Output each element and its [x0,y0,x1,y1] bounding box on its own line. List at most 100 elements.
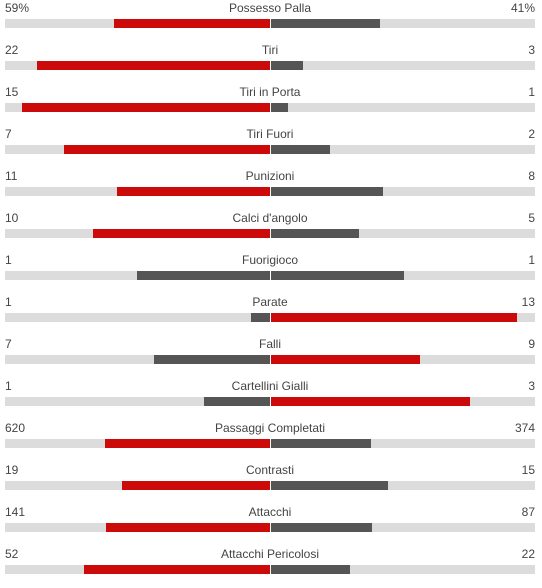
stat-bar-track [5,271,535,280]
away-value: 1 [528,253,535,267]
stat-name: Tiri Fuori [246,127,294,141]
stat-row: 141 Attacchi 87 [0,504,542,546]
home-value: 59% [5,1,30,15]
center-divider [270,313,271,322]
center-divider [270,565,271,574]
home-value: 1 [5,295,12,309]
away-value: 9 [528,337,535,351]
away-bar [271,145,330,154]
stat-row: 7 Tiri Fuori 2 [0,126,542,168]
away-value: 22 [521,547,535,561]
stat-row: 1 Fuorigioco 1 [0,252,542,294]
center-divider [270,271,271,280]
stat-name: Parate [252,295,288,309]
away-value: 3 [528,379,535,393]
stat-name: Fuorigioco [241,253,299,267]
home-value: 7 [5,337,12,351]
center-divider [270,145,271,154]
stat-bar-track [5,355,535,364]
home-bar [105,439,270,448]
stat-bar-track [5,187,535,196]
stat-bar-track [5,481,535,490]
away-bar [271,523,372,532]
stat-bar-track [5,313,535,322]
center-divider [270,229,271,238]
home-value: 1 [5,253,12,267]
away-bar [271,565,350,574]
stat-name: Passaggi Completati [214,421,326,435]
stat-row: 52 Attacchi Pericolosi 22 [0,546,542,588]
stat-name: Calci d'angolo [232,211,308,225]
stat-row: 7 Falli 9 [0,336,542,378]
stat-bar-track [5,397,535,406]
center-divider [270,481,271,490]
center-divider [270,397,271,406]
home-bar [22,103,270,112]
stat-name: Punizioni [245,169,295,183]
center-divider [270,61,271,70]
home-bar [64,145,270,154]
home-bar [137,271,270,280]
stat-row: 1 Cartellini Gialli 3 [0,378,542,420]
home-bar [251,313,270,322]
stat-row: 620 Passaggi Completati 374 [0,420,542,462]
away-value: 1 [528,85,535,99]
home-value: 15 [5,85,19,99]
home-value: 19 [5,463,19,477]
stat-name: Falli [258,337,281,351]
stat-bar-track [5,229,535,238]
home-bar [37,61,270,70]
center-divider [270,187,271,196]
away-value: 87 [521,505,535,519]
home-value: 620 [5,421,26,435]
stat-name: Possesso Palla [228,1,312,15]
away-value: 2 [528,127,535,141]
stat-row: 15 Tiri in Porta 1 [0,84,542,126]
home-bar [114,19,270,28]
away-bar [271,271,404,280]
away-bar [271,61,303,70]
away-value: 374 [514,421,535,435]
stat-bar-track [5,565,535,574]
away-bar [271,229,359,238]
away-bar [271,103,288,112]
stat-bar-track [5,523,535,532]
home-bar [106,523,270,532]
home-bar [93,229,270,238]
home-value: 52 [5,547,19,561]
away-value: 5 [528,211,535,225]
stat-name: Tiri [261,43,279,57]
stat-name: Attacchi Pericolosi [220,547,320,561]
home-value: 10 [5,211,19,225]
away-value: 3 [528,43,535,57]
center-divider [270,103,271,112]
away-bar [271,19,380,28]
center-divider [270,439,271,448]
away-bar [271,439,371,448]
home-value: 22 [5,43,19,57]
away-bar [271,481,388,490]
center-divider [270,523,271,532]
center-divider [270,19,271,28]
away-value: 8 [528,169,535,183]
home-value: 141 [5,505,26,519]
home-bar [117,187,270,196]
away-bar [271,355,420,364]
stat-name: Tiri in Porta [239,85,301,99]
away-bar [271,397,470,406]
home-value: 11 [5,169,18,183]
away-value: 41% [510,1,535,15]
home-bar [122,481,270,490]
stat-name: Cartellini Gialli [231,379,309,393]
stat-bar-track [5,145,535,154]
away-bar [271,187,383,196]
home-bar [154,355,270,364]
stat-bar-track [5,61,535,70]
stat-bar-track [5,439,535,448]
home-bar [204,397,270,406]
stat-row: 1 Parate 13 [0,294,542,336]
stat-row: 11 Punizioni 8 [0,168,542,210]
away-value: 15 [521,463,535,477]
home-bar [84,565,270,574]
